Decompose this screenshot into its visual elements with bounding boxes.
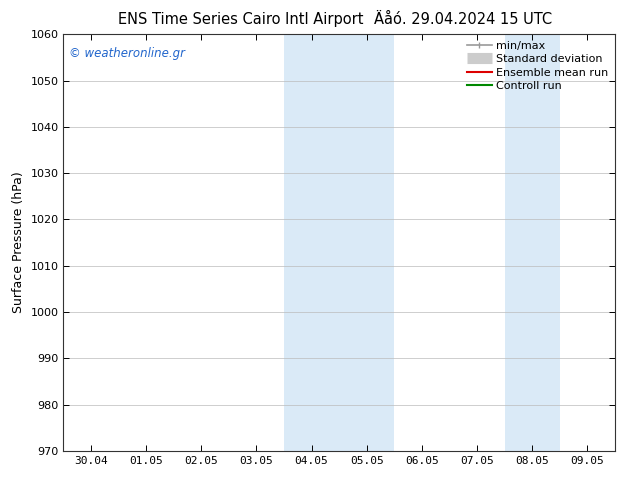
Text: Äåό. 29.04.2024 15 UTC: Äåό. 29.04.2024 15 UTC	[374, 12, 552, 27]
Legend: min/max, Standard deviation, Ensemble mean run, Controll run: min/max, Standard deviation, Ensemble me…	[463, 37, 612, 96]
Text: © weatheronline.gr: © weatheronline.gr	[69, 47, 185, 60]
Text: ENS Time Series Cairo Intl Airport: ENS Time Series Cairo Intl Airport	[118, 12, 364, 27]
Y-axis label: Surface Pressure (hPa): Surface Pressure (hPa)	[12, 172, 25, 314]
Bar	[284, 34, 394, 451]
Bar	[505, 34, 560, 451]
